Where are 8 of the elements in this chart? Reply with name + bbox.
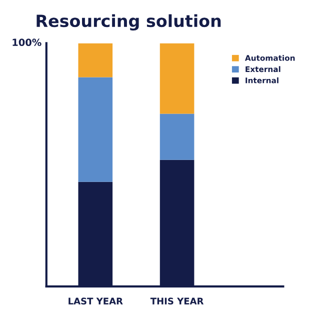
chart-title: Resourcing solution xyxy=(36,14,221,31)
bar xyxy=(160,43,194,114)
x-tick-label: LAST YEAR xyxy=(68,298,123,304)
bar xyxy=(78,77,113,182)
bar xyxy=(78,43,113,78)
x-tick-label: THIS YEAR xyxy=(150,298,204,304)
text: 100% xyxy=(12,38,42,46)
bar xyxy=(160,114,194,160)
